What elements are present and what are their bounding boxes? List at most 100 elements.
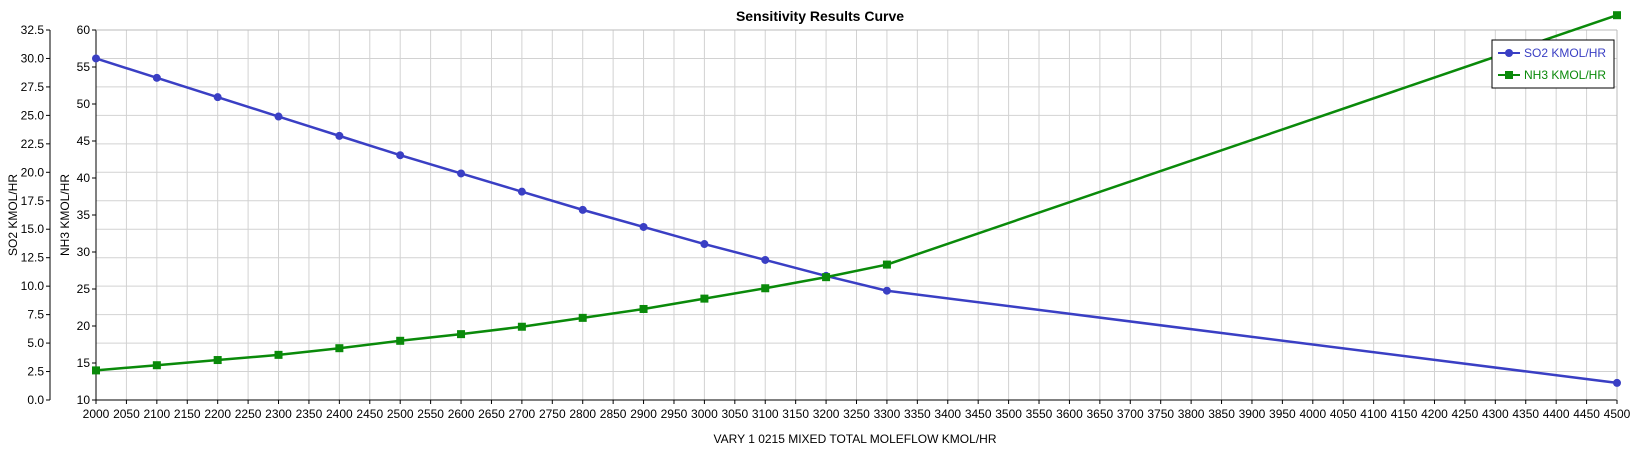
- nh3-point: [152, 361, 161, 370]
- left-y-tick-label: 27.5: [21, 80, 45, 94]
- nh3-point: [578, 313, 587, 322]
- x-tick-label: 4450: [1573, 407, 1600, 421]
- so2-legend-label: SO2 KMOL/HR: [1524, 46, 1606, 60]
- so2-point: [396, 151, 405, 160]
- x-tick-label: 3450: [965, 407, 992, 421]
- x-tick-label: 3950: [1269, 407, 1296, 421]
- x-tick-label: 4150: [1391, 407, 1418, 421]
- x-tick-label: 2100: [143, 407, 170, 421]
- x-tick-label: 4000: [1299, 407, 1326, 421]
- x-tick-label: 4250: [1452, 407, 1479, 421]
- nh3-point: [335, 344, 344, 353]
- right-y-tick-label: 50: [77, 97, 91, 111]
- so2-point: [1613, 378, 1621, 387]
- right-y-tick-labels: 10 15 20 25 30 35 40 45 50 55 60: [77, 23, 91, 407]
- x-tick-label: 4400: [1543, 407, 1570, 421]
- left-y-tick-label: 20.0: [21, 165, 45, 179]
- left-y-tick-label: 5.0: [27, 336, 44, 350]
- series-group: [92, 11, 1621, 387]
- right-y-tick-label: 10: [77, 393, 91, 407]
- so2-point: [639, 222, 648, 231]
- so2-point: [700, 240, 709, 249]
- x-tick-label: 2050: [113, 407, 140, 421]
- legend-box: [1491, 39, 1615, 89]
- right-y-tick-label: 45: [77, 134, 91, 148]
- x-tick-label: 2550: [417, 407, 444, 421]
- x-tick-label: 2150: [174, 407, 201, 421]
- x-tick-label: 2500: [387, 407, 414, 421]
- left-y-tick-label: 10.0: [21, 279, 45, 293]
- left-y-tick-label: 12.5: [21, 251, 45, 265]
- x-tick-label: 3700: [1117, 407, 1144, 421]
- so2-point: [274, 112, 283, 121]
- right-y-tick-label: 20: [77, 319, 91, 333]
- left-y-tick-label: 25.0: [21, 108, 45, 122]
- chart-title: Sensitivity Results Curve: [736, 8, 904, 24]
- right-y-tick-label: 30: [77, 245, 91, 259]
- right-y-tick-label: 55: [77, 60, 91, 74]
- x-tick-label: 3400: [934, 407, 961, 421]
- x-tick-label: 3350: [904, 407, 931, 421]
- x-tick-label: 2950: [661, 407, 688, 421]
- x-tick-label: 4050: [1330, 407, 1357, 421]
- x-tick-label: 2350: [296, 407, 323, 421]
- x-tick-label: 2200: [204, 407, 231, 421]
- right-y-axis-title: NH3 KMOL/HR: [58, 174, 72, 256]
- x-tick-label: 2800: [569, 407, 596, 421]
- right-y-tick-label: 25: [77, 282, 91, 296]
- so2-point: [335, 131, 344, 140]
- left-y-tick-labels: 0.0 2.5 5.0 7.5 10.0 12.5 15.0 17.5 20.0 22.5 25.0…: [21, 23, 45, 407]
- x-tick-labels: 2000 2050 2100 2150 2200 2250 2300 2350 2400 2450…: [83, 407, 1631, 421]
- x-tick-label: 2650: [478, 407, 505, 421]
- x-tick-label: 3850: [1208, 407, 1235, 421]
- x-tick-label: 2450: [356, 407, 383, 421]
- x-tick-label: 3050: [721, 407, 748, 421]
- nh3-point: [396, 336, 405, 345]
- nh3-point: [882, 260, 891, 269]
- x-tick-label: 3900: [1239, 407, 1266, 421]
- x-tick-label: 3100: [752, 407, 779, 421]
- x-tick-label: 2900: [630, 407, 657, 421]
- x-tick-label: 3250: [843, 407, 870, 421]
- left-y-tick-label: 2.5: [27, 365, 44, 379]
- left-y-axis-title: SO2 KMOL/HR: [6, 174, 20, 256]
- so2-point: [92, 54, 100, 63]
- left-y-tick-label: 7.5: [27, 308, 44, 322]
- right-y-tick-label: 60: [77, 23, 91, 37]
- x-tick-label: 3200: [813, 407, 840, 421]
- right-y-tick-label: 15: [77, 356, 91, 370]
- x-tick-label: 3150: [782, 407, 809, 421]
- x-tick-label: 2850: [600, 407, 627, 421]
- legend: SO2 KMOL/HR NH3 KMOL/HR: [1491, 39, 1615, 89]
- left-y-tick-label: 0.0: [27, 393, 44, 407]
- left-y-tick-label: 32.5: [21, 23, 45, 37]
- left-y-tick-label: 30.0: [21, 51, 45, 65]
- x-tick-label: 4300: [1482, 407, 1509, 421]
- x-tick-label: 2250: [235, 407, 262, 421]
- nh3-point: [700, 294, 709, 303]
- nh3-point: [213, 356, 222, 365]
- so2-point: [882, 286, 891, 295]
- x-tick-label: 4350: [1512, 407, 1539, 421]
- x-tick-label: 2750: [539, 407, 566, 421]
- right-y-tick-label: 35: [77, 208, 91, 222]
- x-tick-label: 3000: [691, 407, 718, 421]
- x-tick-label: 2400: [326, 407, 353, 421]
- nh3-point: [1613, 11, 1621, 20]
- x-tick-label: 4100: [1360, 407, 1387, 421]
- so2-point: [457, 169, 466, 178]
- x-tick-label: 4200: [1421, 407, 1448, 421]
- nh3-point: [457, 330, 466, 339]
- left-y-tick-label: 17.5: [21, 194, 45, 208]
- x-tick-label: 3500: [995, 407, 1022, 421]
- nh3-point: [761, 284, 770, 293]
- nh3-point: [639, 304, 648, 313]
- so2-point: [578, 205, 587, 214]
- x-tick-label: 2600: [448, 407, 475, 421]
- x-tick-label: 3300: [874, 407, 901, 421]
- nh3-point: [517, 322, 526, 331]
- nh3-legend-marker: [1505, 71, 1513, 79]
- x-axis-title: VARY 1 0215 MIXED TOTAL MOLEFLOW KMOL/HR: [714, 432, 997, 446]
- x-tick-label: 3600: [1056, 407, 1083, 421]
